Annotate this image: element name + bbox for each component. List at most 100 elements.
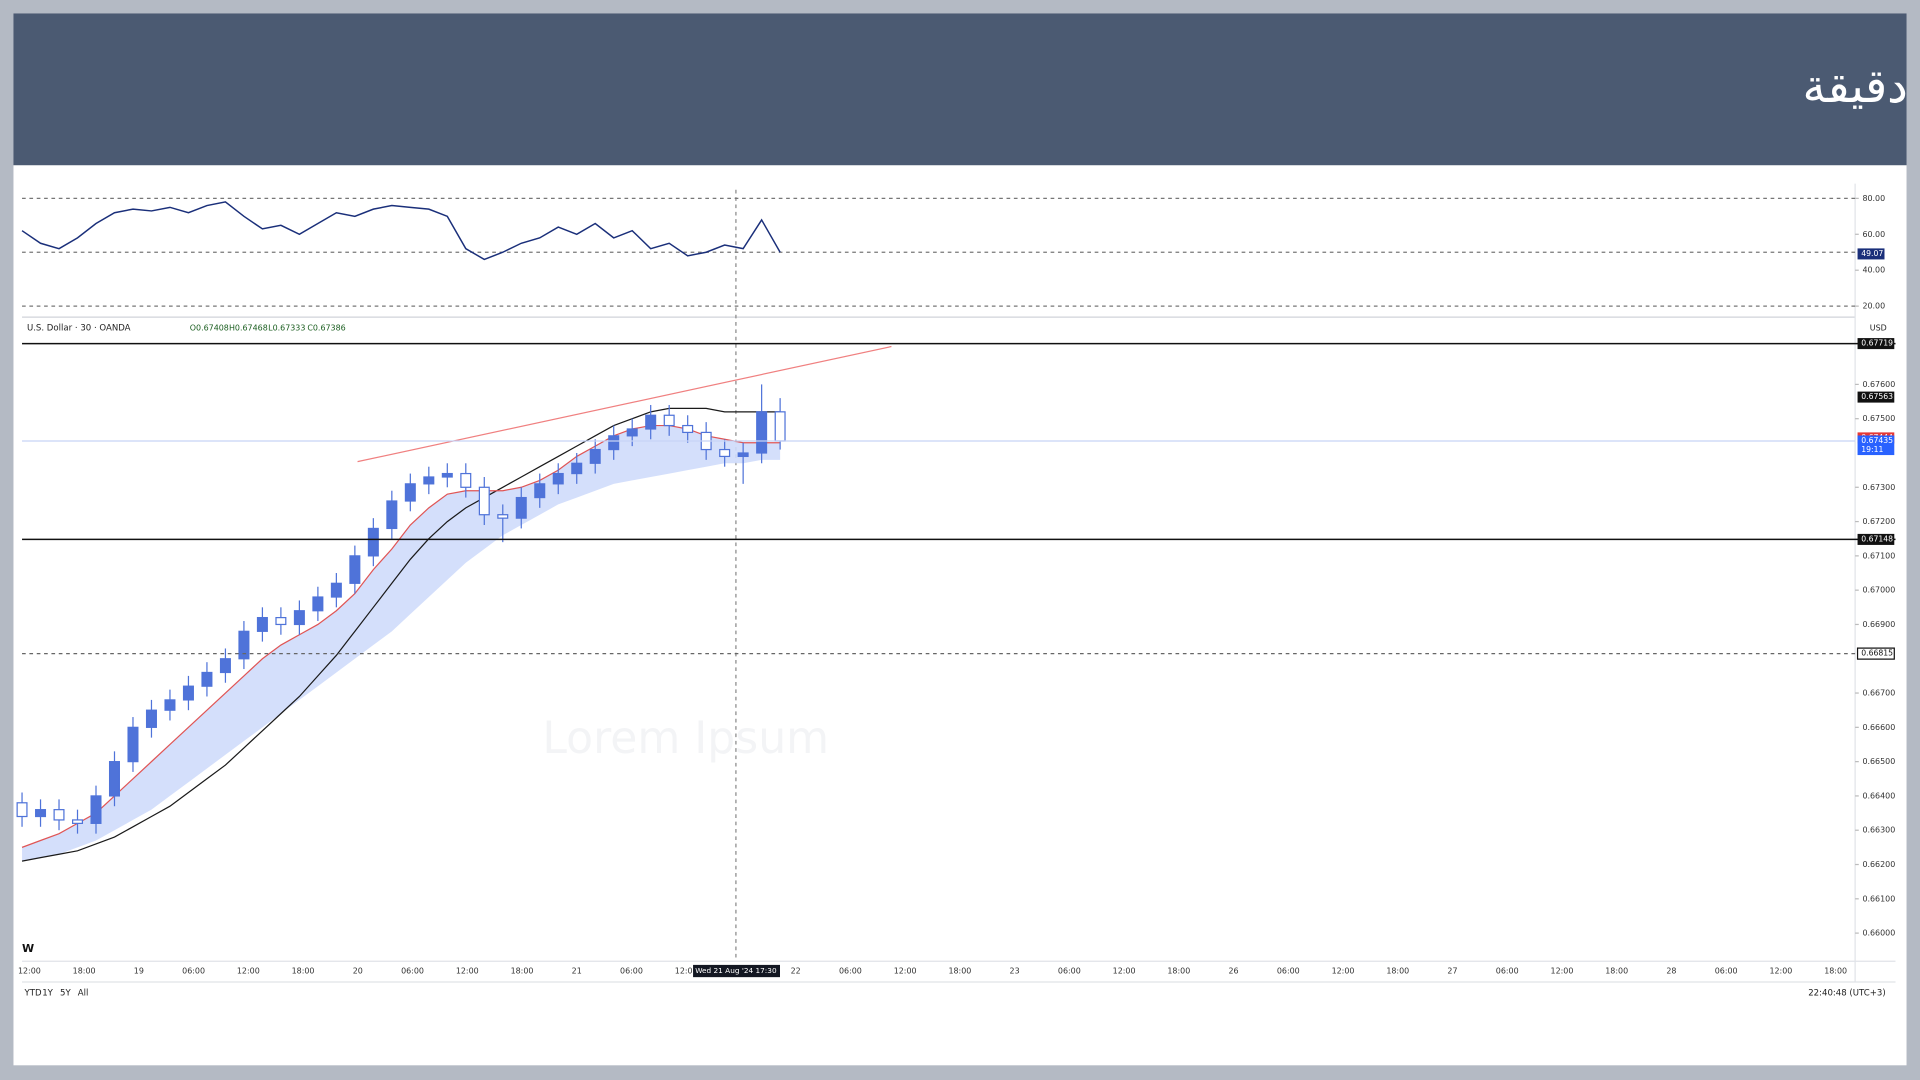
y-tick-label: 0.66200: [1862, 860, 1895, 869]
rsi-current-bg: [1857, 248, 1885, 260]
range-button[interactable]: YTD: [23, 989, 41, 999]
level-label: 0.67148: [1861, 534, 1893, 543]
x-tick-label: 26: [1228, 967, 1238, 976]
x-tick-label: 06:00: [1277, 967, 1300, 976]
clock: 22:40:48 (UTC+3): [1808, 989, 1885, 999]
candle-body: [127, 726, 139, 763]
level-label: 0.67719: [1861, 339, 1893, 348]
candle-body: [774, 411, 786, 442]
candle-body: [589, 448, 601, 464]
rsi-tick-label: 80.00: [1862, 194, 1885, 203]
level-label-bg: [1857, 435, 1895, 456]
candle-body: [219, 658, 231, 674]
x-tick-label: 12:00: [18, 967, 41, 976]
title-band: [13, 13, 1907, 166]
candle-body: [404, 483, 416, 502]
candle-body: [275, 616, 287, 626]
candle-body: [330, 582, 342, 598]
candle-body: [497, 514, 509, 519]
level-label-bg: [1857, 338, 1895, 350]
candle-body: [663, 414, 675, 427]
candle-body: [534, 483, 546, 499]
y-tick-label: 0.67500: [1862, 414, 1895, 423]
x-tick-label: 06:00: [1715, 967, 1738, 976]
x-tick-label: 18:00: [1605, 967, 1628, 976]
range-button[interactable]: All: [78, 989, 89, 999]
ohlc-value: L0.67333: [268, 324, 305, 333]
ohlc-value: C0.67386: [307, 324, 345, 333]
y-tick-label: 0.66500: [1862, 757, 1895, 766]
x-tick-label: 12:00: [1332, 967, 1355, 976]
candle-body: [238, 630, 250, 660]
trend-line: [357, 345, 892, 463]
watermark: Lorem Ipsum: [542, 713, 829, 764]
candle-body: [16, 802, 28, 818]
crosshair-label-bg: [693, 964, 780, 978]
level-label: 0.67435: [1861, 436, 1893, 445]
candle-body: [71, 819, 84, 824]
candle-body: [312, 596, 324, 612]
currency-button[interactable]: USD: [1870, 324, 1887, 333]
range-button[interactable]: 1Y: [42, 989, 53, 999]
y-tick-label: 0.66400: [1862, 791, 1895, 800]
x-tick-label: 06:00: [401, 967, 424, 976]
candle-body: [145, 709, 157, 728]
candle-body: [515, 496, 527, 519]
candle-body: [201, 671, 213, 687]
countdown: 19:11: [1861, 445, 1883, 454]
x-tick-label: 18:00: [292, 967, 315, 976]
candle-body: [737, 452, 749, 458]
y-tick-label: 0.66100: [1862, 894, 1895, 903]
ohlc-value: O0.67408: [190, 324, 229, 333]
x-tick-label: 22: [791, 967, 801, 976]
x-tick-label: 18:00: [511, 967, 534, 976]
rsi-current-label: 49.07: [1861, 249, 1883, 258]
candle-body: [756, 411, 768, 454]
x-tick-label: 12:00: [1551, 967, 1574, 976]
y-tick-label: 0.66300: [1862, 826, 1895, 835]
x-tick-label: 28: [1666, 967, 1676, 976]
candle-body: [478, 486, 490, 516]
candle-body: [35, 809, 47, 818]
x-tick-label: 23: [1010, 967, 1020, 976]
x-tick-label: 12:00: [675, 967, 698, 976]
y-tick-label: 0.66700: [1862, 689, 1895, 698]
band: [22, 425, 781, 862]
x-tick-label: 18:00: [73, 967, 96, 976]
y-tick-label: 0.66900: [1862, 620, 1895, 629]
candle-body: [256, 616, 268, 632]
candle-body: [349, 555, 361, 584]
level-label: 0.66815: [1861, 649, 1893, 658]
candle-body: [682, 424, 694, 434]
candle-body: [441, 472, 453, 478]
candle-body: [293, 610, 305, 626]
candle-body: [53, 809, 65, 821]
candle-body: [90, 795, 102, 824]
candle-body: [386, 500, 398, 530]
x-tick-label: 18:00: [948, 967, 971, 976]
moving-average: [21, 407, 781, 862]
y-tick-label: 0.67200: [1862, 517, 1895, 526]
candle-body: [552, 472, 564, 485]
x-tick-label: 18:00: [1824, 967, 1847, 976]
candle-body: [108, 761, 120, 797]
level-label-bg: [1857, 533, 1895, 545]
y-tick-label: 0.66600: [1862, 723, 1895, 732]
x-tick-label: 12:00: [1113, 967, 1136, 976]
candle-body: [626, 428, 638, 437]
slide-title: رسم بياني لحركة زوج الدولار الأسترالي/دو…: [1802, 55, 1920, 114]
level-label-bg: [1856, 647, 1895, 660]
candle-body: [164, 699, 176, 711]
x-tick-label: 21: [572, 967, 582, 976]
level-label-bg: [1857, 391, 1895, 403]
x-tick-label: 12:00: [456, 967, 479, 976]
y-tick-label: 0.67100: [1862, 551, 1895, 560]
candle-body: [719, 448, 731, 458]
rsi-tick-label: 60.00: [1862, 230, 1885, 239]
range-button[interactable]: 5Y: [60, 989, 71, 999]
rsi-tick-label: 20.00: [1862, 302, 1885, 311]
x-tick-label: 18:00: [1167, 967, 1190, 976]
y-tick-label: 0.67600: [1862, 380, 1895, 389]
x-tick-label: 06:00: [620, 967, 643, 976]
